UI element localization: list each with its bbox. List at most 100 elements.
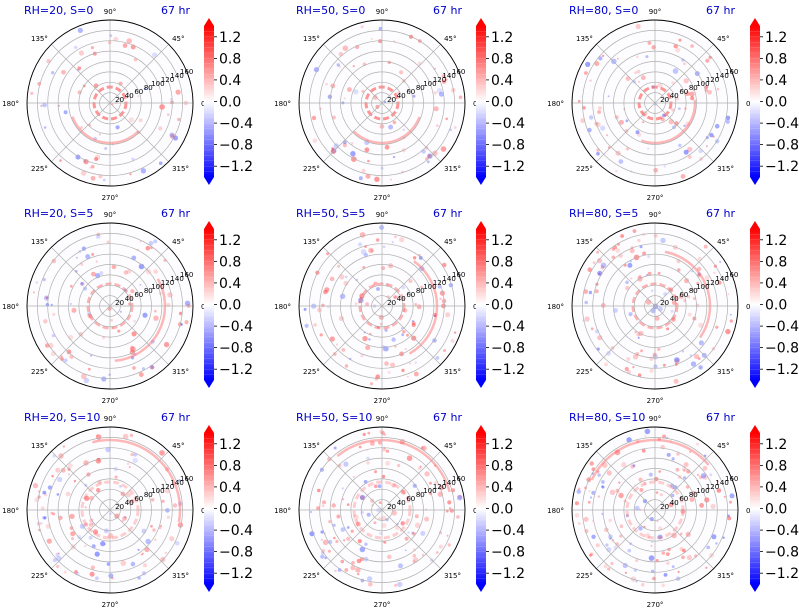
field-speckle [368, 338, 371, 341]
field-speckle [126, 38, 132, 44]
field-speckle [137, 548, 140, 551]
field-speckle [642, 499, 648, 504]
field-speckle [433, 481, 438, 485]
colorbar-tick-label: 0.8 [765, 51, 787, 67]
field-speckle [322, 539, 329, 546]
field-speckle [608, 518, 612, 523]
field-speckle [63, 358, 68, 363]
field-speckle [620, 234, 624, 238]
field-speckle [713, 271, 716, 274]
panel-title: RH=80, S=10 [569, 411, 645, 424]
field-speckle [418, 256, 423, 260]
colorbar-tick-label: −0.8 [491, 138, 525, 154]
field-speckle [628, 312, 633, 317]
field-speckle [610, 561, 614, 566]
colorbar-tick-label: −1.2 [765, 159, 799, 175]
field-speckle [443, 349, 447, 352]
field-speckle [591, 472, 594, 475]
field-speckle [665, 552, 670, 556]
field-speckle [87, 312, 91, 316]
field-speckle [113, 36, 119, 42]
field-speckle [722, 536, 725, 539]
angular-gridline [381, 509, 441, 569]
colorbar-tick-label: −0.4 [491, 319, 525, 335]
field-speckle [641, 448, 646, 453]
field-speckle [154, 538, 157, 541]
field-speckle [350, 529, 354, 533]
field-speckle [56, 564, 60, 569]
field-speckle [697, 256, 702, 261]
field-speckle [100, 541, 106, 547]
radial-tick-label: 140 [170, 275, 183, 283]
field-speckle [130, 499, 135, 504]
field-speckle [166, 303, 171, 307]
field-speckle [661, 583, 665, 588]
field-speckle [412, 560, 416, 564]
field-speckle [669, 287, 674, 292]
radial-tick-label: 140 [170, 72, 183, 80]
field-speckle [350, 141, 354, 145]
field-speckle [584, 71, 588, 75]
field-speckle [391, 241, 394, 244]
colorbar-extend-top [750, 425, 760, 433]
field-speckle [59, 159, 62, 162]
field-speckle [107, 307, 112, 311]
colorbar-tick-label: 0.4 [765, 276, 787, 292]
radial-tick-label: 80 [416, 491, 425, 499]
field-speckle [689, 91, 695, 97]
angle-tick-label: 180° [2, 303, 19, 311]
field-speckle [696, 473, 700, 477]
field-speckle [696, 281, 700, 285]
field-speckle [394, 583, 398, 587]
colorbar-tick-label: −0.8 [765, 341, 799, 357]
field-speckle [117, 329, 121, 333]
radial-tick-label: 140 [715, 275, 728, 283]
field-speckle [382, 245, 386, 249]
angular-gridline [323, 247, 383, 307]
radial-tick-label: 140 [442, 479, 455, 487]
polar-frame [298, 222, 466, 390]
angular-gridline [654, 44, 714, 104]
field-speckle [413, 371, 419, 377]
field-speckle [356, 558, 362, 564]
colorbar-tick-label: −0.4 [765, 319, 799, 335]
field-speckle [697, 273, 701, 278]
field-speckle [73, 479, 77, 483]
field-speckle [435, 551, 439, 554]
radial-tick-label: 20 [115, 96, 124, 104]
colorbar-tick-label: −0.8 [219, 138, 253, 154]
field-speckle [52, 558, 58, 563]
field-speckle [589, 79, 592, 82]
field-speckle [365, 302, 369, 306]
angle-tick-label: 180° [274, 303, 291, 311]
field-speckle [420, 285, 424, 289]
field-speckle [607, 567, 611, 571]
field-speckle [672, 487, 675, 490]
field-speckle [370, 37, 373, 41]
field-speckle [678, 143, 682, 148]
colorbar-body [204, 433, 214, 584]
field-speckle [93, 136, 98, 141]
field-speckle [683, 462, 689, 468]
colorbar-tick-label: 1.2 [765, 30, 787, 46]
field-speckle [42, 102, 47, 108]
field-speckle [350, 565, 356, 571]
colorbar-tick-label: 0.0 [219, 95, 241, 111]
field-speckle [105, 446, 111, 453]
field-speckle [648, 555, 655, 561]
field-speckle [627, 262, 633, 268]
field-speckle [333, 143, 339, 149]
field-speckle [52, 512, 56, 516]
field-speckle [343, 280, 349, 286]
field-speckle [336, 63, 340, 67]
field-speckle [627, 370, 631, 374]
field-speckle [145, 245, 151, 251]
field-speckle [618, 492, 624, 499]
field-speckle [402, 330, 406, 334]
colorbar-extend-top [204, 221, 214, 229]
field-speckle [94, 157, 99, 162]
field-speckle [153, 315, 159, 321]
angle-tick-label: 0° [746, 507, 754, 515]
angle-tick-label: 45° [444, 442, 456, 450]
field-speckle [606, 134, 609, 137]
